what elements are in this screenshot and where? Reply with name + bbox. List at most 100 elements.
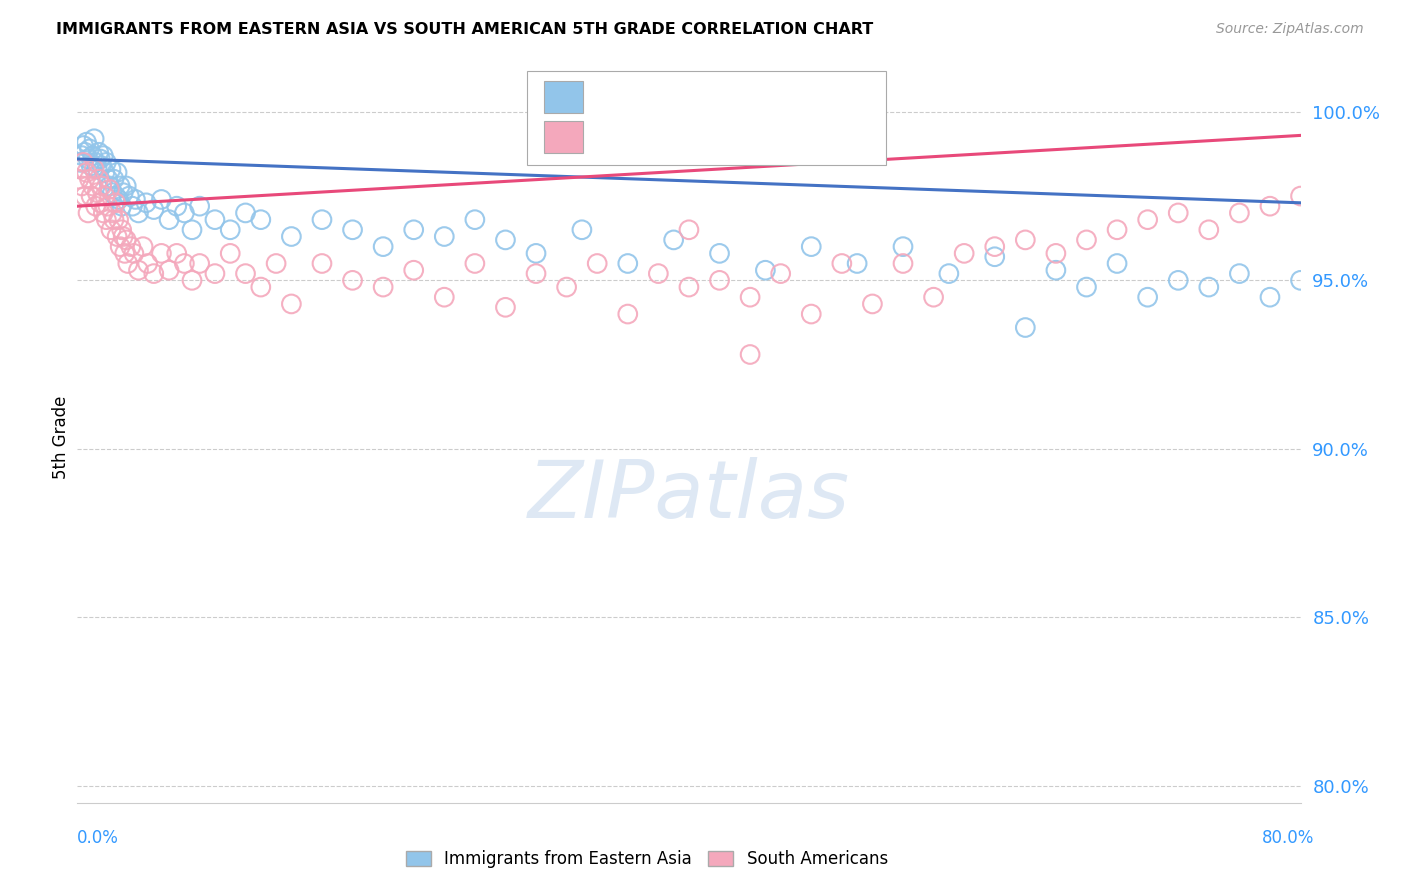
Point [342, 273, 364, 287]
Point [1107, 223, 1129, 237]
Point [111, 223, 134, 237]
Point [98, 178, 121, 193]
Point [524, 267, 547, 281]
Point [118, 189, 141, 203]
Point [166, 199, 188, 213]
Point [922, 290, 945, 304]
Point [800, 239, 823, 253]
Point [80, 189, 103, 203]
Point [1076, 233, 1098, 247]
Text: N =: N = [724, 87, 766, 107]
Point [79, 172, 101, 186]
Point [69, 155, 91, 169]
Point [1045, 246, 1067, 260]
Point [117, 256, 139, 270]
Point [91, 148, 114, 162]
Text: 0.184: 0.184 [647, 128, 718, 147]
Text: IMMIGRANTS FROM EASTERN ASIA VS SOUTH AMERICAN 5TH GRADE CORRELATION CHART: IMMIGRANTS FROM EASTERN ASIA VS SOUTH AM… [56, 22, 873, 37]
Point [1045, 263, 1067, 277]
Point [142, 202, 165, 217]
Point [188, 256, 211, 270]
Point [142, 267, 165, 281]
Point [495, 301, 517, 315]
Point [70, 148, 93, 162]
Point [831, 256, 853, 270]
Point [115, 178, 138, 193]
Point [264, 256, 287, 270]
Point [280, 297, 302, 311]
Point [891, 239, 914, 253]
Point [181, 223, 204, 237]
Point [69, 162, 91, 177]
Point [136, 256, 159, 270]
Point [86, 186, 108, 200]
Point [495, 233, 517, 247]
Point [740, 290, 762, 304]
Text: R =: R = [593, 128, 634, 147]
Point [891, 256, 914, 270]
Point [342, 223, 364, 237]
Point [464, 212, 486, 227]
Point [617, 256, 640, 270]
Point [157, 212, 180, 227]
Point [188, 199, 211, 213]
Point [1167, 206, 1189, 220]
Point [90, 178, 112, 193]
Point [984, 239, 1007, 253]
Point [77, 206, 100, 220]
Point [122, 246, 145, 260]
Point [402, 263, 425, 277]
Point [87, 145, 110, 160]
Point [77, 152, 100, 166]
Point [82, 148, 104, 162]
Point [235, 206, 257, 220]
Point [96, 155, 118, 169]
Legend: Immigrants from Eastern Asia, South Americans: Immigrants from Eastern Asia, South Amer… [399, 844, 894, 875]
Point [96, 212, 118, 227]
Point [464, 256, 486, 270]
Point [647, 267, 669, 281]
Point [1350, 267, 1372, 281]
Point [204, 212, 226, 227]
Text: R =: R = [593, 87, 634, 107]
Point [150, 193, 173, 207]
Point [127, 263, 149, 277]
Point [72, 155, 94, 169]
Point [250, 212, 273, 227]
Y-axis label: 5th Grade: 5th Grade [52, 395, 70, 479]
Point [101, 206, 124, 220]
Point [101, 186, 124, 200]
Point [311, 256, 333, 270]
Text: N =: N = [724, 128, 766, 147]
Point [1320, 280, 1343, 294]
Point [524, 246, 547, 260]
Point [571, 223, 593, 237]
Point [1381, 290, 1403, 304]
Point [1014, 320, 1036, 334]
Point [107, 193, 129, 207]
Point [1136, 212, 1159, 227]
Point [709, 246, 731, 260]
Point [82, 178, 104, 193]
Point [173, 206, 195, 220]
Point [91, 206, 114, 220]
Text: ZIPatlas: ZIPatlas [527, 457, 851, 534]
Point [1258, 290, 1281, 304]
Point [740, 347, 762, 361]
Text: 80.0%: 80.0% [1263, 829, 1315, 847]
Point [83, 132, 105, 146]
Point [111, 199, 134, 213]
Point [98, 182, 121, 196]
Point [67, 172, 90, 186]
Text: 117: 117 [773, 128, 813, 147]
Point [204, 267, 226, 281]
Point [1258, 199, 1281, 213]
Point [94, 189, 117, 203]
Point [76, 135, 98, 149]
Point [73, 145, 96, 160]
Point [112, 186, 135, 200]
Point [90, 159, 112, 173]
Point [555, 280, 578, 294]
Point [311, 212, 333, 227]
Point [127, 206, 149, 220]
